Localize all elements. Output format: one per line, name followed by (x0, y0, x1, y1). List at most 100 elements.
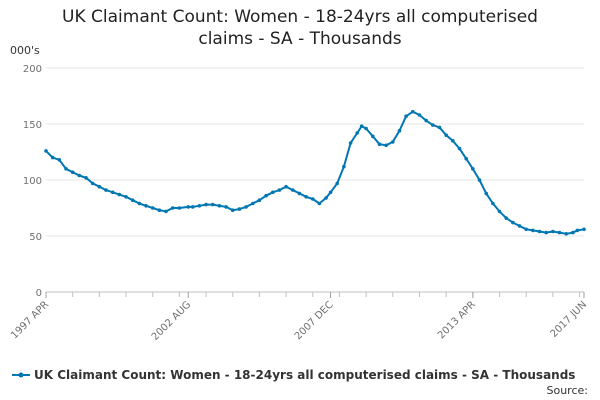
y-tick-label: 200 (23, 64, 42, 75)
data-point[interactable] (524, 227, 528, 232)
data-point[interactable] (491, 201, 495, 206)
data-point[interactable] (444, 133, 449, 137)
data-point[interactable] (204, 202, 208, 207)
data-point[interactable] (348, 141, 353, 145)
data-point[interactable] (284, 184, 288, 189)
data-point[interactable] (271, 190, 275, 195)
data-point[interactable] (110, 190, 115, 195)
gridlines (46, 67, 584, 293)
data-point[interactable] (564, 232, 568, 236)
data-point[interactable] (464, 156, 469, 161)
data-point[interactable] (575, 228, 580, 233)
data-point[interactable] (50, 155, 55, 160)
data-point[interactable] (137, 201, 142, 206)
series-layer (44, 109, 586, 236)
data-point[interactable] (304, 195, 308, 199)
data-point[interactable] (424, 118, 429, 123)
data-point[interactable] (391, 140, 395, 144)
data-point[interactable] (355, 131, 360, 135)
series-line-0 (45, 110, 585, 235)
legend-label: UK Claimant Count: Women - 18-24yrs all … (34, 368, 575, 382)
data-point[interactable] (251, 201, 255, 206)
data-point[interactable] (504, 216, 509, 220)
data-point[interactable] (451, 139, 455, 143)
data-point[interactable] (477, 178, 482, 182)
data-point[interactable] (257, 198, 262, 202)
data-point[interactable] (164, 209, 168, 214)
data-point[interactable] (44, 149, 48, 153)
data-point[interactable] (384, 143, 388, 148)
data-point[interactable] (531, 228, 535, 233)
data-point[interactable] (277, 188, 282, 192)
data-point[interactable] (517, 224, 522, 228)
data-point[interactable] (97, 184, 102, 189)
data-point[interactable] (297, 191, 302, 196)
data-point[interactable] (377, 142, 382, 146)
data-point[interactable] (404, 114, 408, 118)
data-point[interactable] (411, 109, 415, 114)
data-point[interactable] (311, 197, 315, 201)
chart-title: UK Claimant Count: Women - 18-24yrs all … (0, 6, 600, 50)
data-point[interactable] (57, 158, 62, 162)
data-point[interactable] (571, 230, 575, 235)
data-point[interactable] (84, 176, 88, 180)
data-point[interactable] (484, 191, 489, 196)
data-point[interactable] (150, 206, 155, 210)
data-point[interactable] (224, 205, 228, 209)
data-point[interactable] (457, 146, 462, 151)
data-point[interactable] (471, 167, 475, 171)
data-point[interactable] (324, 196, 328, 200)
y-axis-unit-label: 000's (10, 44, 40, 57)
y-tick-label: 150 (23, 120, 42, 131)
chart-title-line-1: UK Claimant Count: Women - 18-24yrs all … (62, 7, 538, 27)
data-point[interactable] (291, 188, 295, 192)
data-point[interactable] (328, 190, 333, 195)
data-point[interactable] (417, 113, 422, 117)
data-point[interactable] (544, 230, 548, 235)
legend[interactable]: UK Claimant Count: Women - 18-24yrs all … (12, 368, 575, 382)
data-point[interactable] (186, 205, 191, 209)
data-point[interactable] (77, 173, 82, 178)
data-point[interactable] (431, 123, 435, 127)
x-tick-label: 2013 APR (436, 299, 478, 341)
y-tick-label: 50 (29, 232, 42, 243)
data-point[interactable] (117, 192, 122, 197)
x-axis-ticks: 1997 APR 2002 AUG 2007 DEC 2013 APR 2017 JUN (9, 292, 589, 343)
data-point[interactable] (497, 209, 502, 214)
data-point[interactable] (537, 229, 542, 234)
data-point[interactable] (144, 204, 148, 208)
data-point[interactable] (130, 198, 135, 202)
y-tick-label: 100 (23, 176, 42, 187)
data-point[interactable] (397, 128, 402, 133)
data-point[interactable] (551, 229, 555, 234)
chart-title-line-2: claims - SA - Thousands (198, 29, 402, 49)
data-point[interactable] (217, 204, 222, 208)
data-point[interactable] (359, 124, 364, 128)
axes (45, 291, 584, 297)
data-point[interactable] (70, 170, 75, 174)
data-point[interactable] (264, 193, 268, 198)
data-point[interactable] (104, 188, 108, 192)
data-point[interactable] (197, 204, 202, 208)
data-point[interactable] (244, 205, 248, 209)
data-point[interactable] (177, 206, 182, 210)
data-point[interactable] (582, 227, 586, 232)
data-point[interactable] (170, 206, 175, 210)
data-point[interactable] (364, 126, 368, 131)
data-point[interactable] (335, 181, 340, 186)
data-point[interactable] (317, 201, 322, 206)
data-point[interactable] (557, 230, 562, 235)
data-point[interactable] (64, 167, 68, 171)
data-point[interactable] (342, 164, 346, 169)
data-point[interactable] (511, 220, 515, 225)
data-point[interactable] (210, 202, 215, 207)
data-point[interactable] (371, 134, 375, 139)
data-point[interactable] (237, 207, 242, 211)
data-point[interactable] (190, 205, 195, 209)
data-point[interactable] (230, 208, 235, 212)
data-point[interactable] (124, 195, 128, 199)
data-point[interactable] (90, 181, 95, 186)
data-point[interactable] (157, 208, 162, 212)
data-point[interactable] (437, 125, 442, 130)
